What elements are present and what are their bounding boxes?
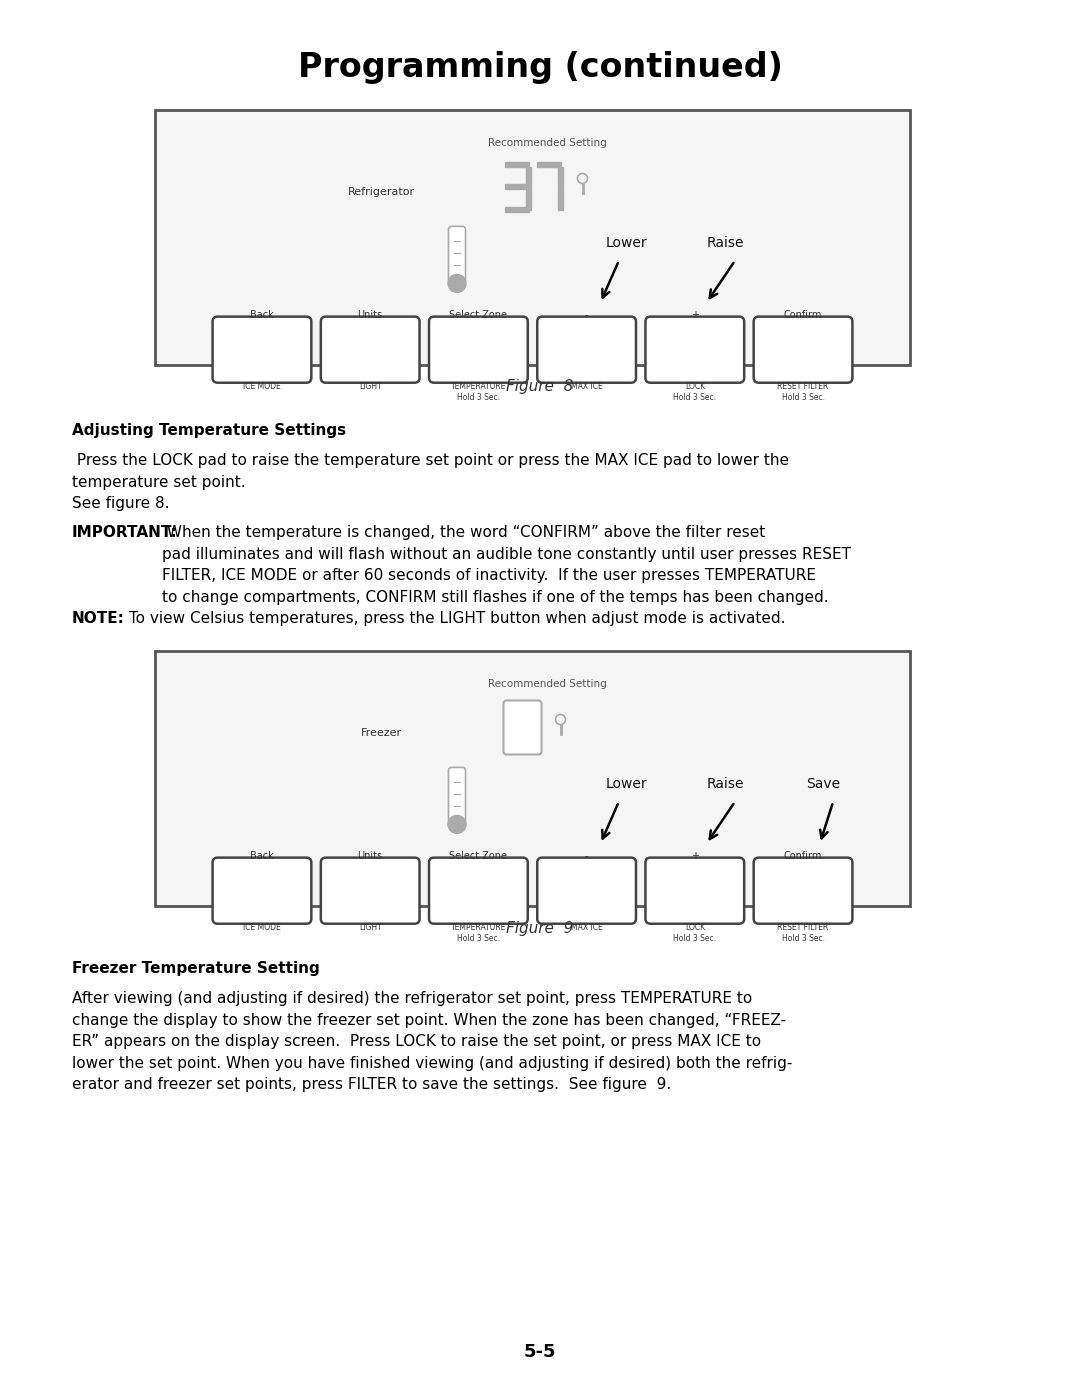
FancyBboxPatch shape (754, 858, 852, 923)
Text: ICE MODE: ICE MODE (243, 923, 281, 932)
Text: Units: Units (357, 310, 382, 320)
Text: Figure  9: Figure 9 (507, 921, 573, 936)
Text: After viewing (and adjusting if desired) the refrigerator set point, press TEMPE: After viewing (and adjusting if desired)… (72, 990, 793, 1092)
Text: 5-5: 5-5 (524, 1343, 556, 1361)
Text: When the temperature is changed, the word “CONFIRM” above the filter reset
pad i: When the temperature is changed, the wor… (162, 525, 851, 605)
Text: Back: Back (251, 310, 274, 320)
Text: Adjusting Temperature Settings: Adjusting Temperature Settings (72, 423, 346, 439)
Text: TEMPERATURE
Hold 3 Sec.: TEMPERATURE Hold 3 Sec. (450, 923, 507, 943)
Bar (557, 166, 563, 187)
Text: Recommended Setting: Recommended Setting (488, 138, 607, 148)
FancyBboxPatch shape (448, 767, 465, 824)
FancyBboxPatch shape (429, 317, 528, 383)
Text: NOTE:: NOTE: (72, 610, 125, 626)
Text: LIGHT: LIGHT (359, 381, 381, 391)
Text: Confirm: Confirm (784, 851, 822, 861)
Bar (557, 189, 563, 210)
Text: MAX ICE: MAX ICE (570, 381, 603, 391)
Text: Confirm: Confirm (784, 310, 822, 320)
Bar (526, 189, 530, 210)
Text: Press the LOCK pad to raise the temperature set point or press the MAX ICE pad t: Press the LOCK pad to raise the temperat… (72, 453, 789, 511)
FancyBboxPatch shape (213, 317, 311, 383)
Text: -: - (585, 851, 589, 861)
Text: LOCK
Hold 3 Sec.: LOCK Hold 3 Sec. (673, 381, 716, 402)
Text: Raise: Raise (706, 777, 744, 791)
Bar (526, 166, 530, 187)
Text: -: - (585, 310, 589, 320)
Text: MAX ICE: MAX ICE (570, 923, 603, 932)
Text: Raise: Raise (706, 236, 744, 250)
Text: Lower: Lower (606, 777, 648, 791)
Bar (156, 651, 910, 907)
Text: RESET FILTER
Hold 3 Sec.: RESET FILTER Hold 3 Sec. (778, 381, 828, 402)
FancyBboxPatch shape (321, 317, 419, 383)
Bar (504, 162, 528, 166)
Bar (504, 184, 528, 189)
FancyBboxPatch shape (754, 317, 852, 383)
Text: Recommended Setting: Recommended Setting (488, 679, 607, 689)
Text: LIGHT: LIGHT (359, 923, 381, 932)
Text: IMPORTANT:: IMPORTANT: (72, 525, 178, 541)
Text: Select Zone: Select Zone (449, 310, 508, 320)
Text: To view Celsius temperatures, press the LIGHT button when adjust mode is activat: To view Celsius temperatures, press the … (124, 610, 785, 626)
Text: TEMPERATURE
Hold 3 Sec.: TEMPERATURE Hold 3 Sec. (450, 381, 507, 402)
Text: LOCK
Hold 3 Sec.: LOCK Hold 3 Sec. (673, 923, 716, 943)
FancyBboxPatch shape (537, 317, 636, 383)
FancyBboxPatch shape (213, 858, 311, 923)
Bar (156, 110, 910, 365)
Text: +: + (691, 851, 699, 861)
FancyBboxPatch shape (537, 858, 636, 923)
Text: RESET FILTER
Hold 3 Sec.: RESET FILTER Hold 3 Sec. (778, 923, 828, 943)
FancyBboxPatch shape (503, 700, 541, 754)
FancyBboxPatch shape (429, 858, 528, 923)
FancyBboxPatch shape (448, 226, 465, 282)
Bar (537, 162, 561, 166)
Text: Freezer Temperature Setting: Freezer Temperature Setting (72, 961, 320, 977)
Circle shape (448, 816, 465, 834)
Text: Lower: Lower (606, 236, 648, 250)
Text: ICE MODE: ICE MODE (243, 381, 281, 391)
FancyBboxPatch shape (646, 317, 744, 383)
Text: Refrigerator: Refrigerator (348, 187, 415, 197)
FancyBboxPatch shape (646, 858, 744, 923)
Text: Programming (continued): Programming (continued) (298, 52, 782, 84)
Text: Save: Save (806, 777, 840, 791)
Text: +: + (691, 310, 699, 320)
Text: Units: Units (357, 851, 382, 861)
Text: Freezer: Freezer (361, 728, 402, 738)
Text: Figure  8: Figure 8 (507, 380, 573, 394)
Bar (504, 207, 528, 211)
Text: Back: Back (251, 851, 274, 861)
FancyBboxPatch shape (321, 858, 419, 923)
Circle shape (448, 274, 465, 292)
Text: Select Zone: Select Zone (449, 851, 508, 861)
